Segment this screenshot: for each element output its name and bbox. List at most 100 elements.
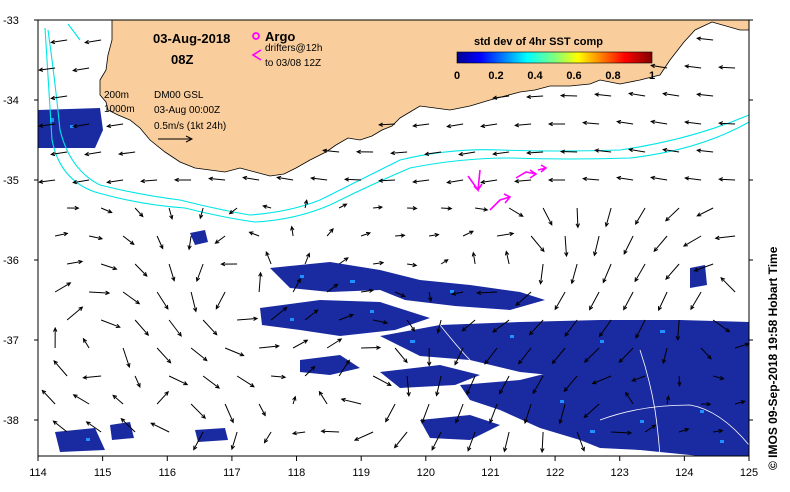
current-arrow (461, 319, 476, 332)
current-arrow (564, 235, 569, 258)
current-arrow (322, 148, 340, 153)
current-arrow (616, 175, 634, 181)
current-arrow (355, 149, 374, 155)
x-tick-label: 122 (546, 467, 564, 479)
current-arrow (390, 150, 408, 156)
current-arrow (304, 365, 316, 377)
current-arrow (664, 207, 680, 222)
current-arrow (504, 250, 510, 265)
current-arrow (395, 233, 406, 238)
current-arrow (72, 179, 90, 185)
colorbar-tick-label: 0.8 (605, 70, 620, 82)
current-arrow (208, 176, 226, 181)
x-tick-label: 121 (481, 467, 499, 479)
current-arrow (53, 326, 58, 349)
current-arrow (394, 347, 408, 364)
y-tick-label: -37 (3, 335, 19, 347)
drifter-track-4 (537, 164, 548, 173)
current-arrow (38, 67, 56, 72)
current-arrow (187, 235, 192, 251)
current-arrow (259, 344, 280, 349)
current-arrow (701, 402, 712, 407)
current-arrow (193, 431, 204, 451)
current-arrow (570, 263, 578, 285)
current-arrow (54, 282, 72, 293)
current-arrow (450, 291, 464, 296)
colorbar-ticks: 0 0.2 0.4 0.6 0.8 1 (454, 70, 655, 82)
current-arrow (378, 122, 396, 127)
current-arrow (575, 207, 580, 229)
current-arrow (492, 151, 510, 156)
current-arrow (650, 63, 668, 69)
current-arrow (440, 259, 449, 265)
current-arrow (38, 179, 56, 184)
current-arrow (290, 225, 295, 237)
current-arrow (547, 177, 566, 183)
x-tick-label: 120 (417, 467, 435, 479)
current-arrow (693, 263, 714, 272)
current-arrow (66, 306, 84, 321)
scale-arrow-icon (158, 135, 194, 143)
credit-text: © IMOS 09-Sep-2018 19:58 Hobart Time (766, 246, 780, 470)
current-arrow (712, 319, 731, 333)
current-arrow (156, 347, 172, 364)
current-arrow (616, 119, 634, 125)
current-arrow (373, 205, 384, 210)
current-arrow (89, 290, 111, 296)
current-arrow (593, 235, 600, 257)
current-arrow (625, 391, 634, 405)
current-arrow (526, 94, 544, 99)
current-arrow (662, 147, 680, 153)
current-arrow (458, 151, 476, 157)
current-arrow (230, 431, 238, 451)
current-arrow (662, 91, 680, 97)
current-arrow (431, 431, 442, 451)
current-arrow (653, 235, 668, 253)
x-tick-label: 124 (675, 467, 693, 479)
current-arrow (677, 375, 682, 387)
current-arrow (120, 417, 136, 433)
current-arrow (542, 207, 553, 226)
current-arrow (134, 207, 144, 218)
colorbar-tick-label: 0.4 (527, 70, 543, 82)
current-arrow (682, 235, 702, 247)
current-arrow (304, 309, 319, 321)
current-arrow (712, 375, 725, 381)
current-arrow (454, 347, 464, 366)
current-arrow (466, 375, 476, 396)
current-arrow (100, 207, 113, 214)
current-arrow (220, 261, 238, 267)
current-arrow (38, 123, 56, 128)
current-arrow (517, 347, 532, 365)
drifter-track-3 (489, 193, 512, 211)
current-arrow (291, 430, 306, 436)
current-arrow (100, 263, 118, 271)
drifter-track-2 (515, 169, 538, 179)
colorbar-tick-label: 1 (649, 70, 655, 82)
current-arrow (237, 316, 259, 321)
sst-contours (439, 324, 750, 457)
current-arrow (559, 93, 578, 98)
current-arrow (446, 123, 464, 129)
current-arrow (492, 319, 510, 333)
colorbar-tick-label: 0.2 (488, 70, 503, 82)
current-arrow (318, 390, 328, 405)
current-arrow (497, 231, 515, 237)
current-arrow (270, 306, 288, 321)
current-arrow (665, 395, 671, 405)
current-arrow (67, 259, 84, 265)
current-arrow (563, 375, 578, 393)
current-arrow (594, 148, 612, 153)
current-arrow (582, 120, 600, 126)
current-arrow (338, 359, 350, 377)
x-tick-label: 123 (611, 467, 629, 479)
current-arrow (583, 403, 600, 419)
current-arrow (628, 91, 646, 97)
current-arrow (554, 291, 566, 311)
current-arrow (492, 95, 510, 100)
current-arrow (547, 121, 566, 127)
current-arrow (292, 278, 301, 293)
colorbar (456, 51, 653, 64)
current-arrow (429, 232, 440, 238)
current-arrow (52, 420, 68, 433)
